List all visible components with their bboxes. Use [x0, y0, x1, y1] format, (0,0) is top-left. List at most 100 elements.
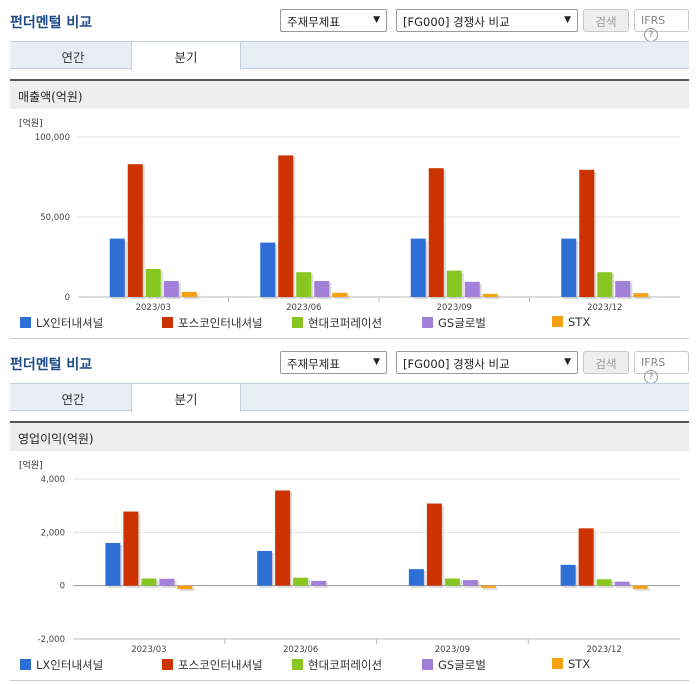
- bar-shadow: [179, 587, 195, 592]
- y-tick-label: 4,000: [41, 475, 65, 485]
- bar[interactable]: [159, 578, 175, 586]
- y-tick-label: 100,000: [35, 133, 70, 143]
- legend-item[interactable]: LX인터내셔널: [20, 657, 103, 673]
- bar[interactable]: [464, 281, 480, 297]
- bar[interactable]: [410, 238, 426, 297]
- bar[interactable]: [615, 281, 631, 297]
- peer-select[interactable]: [FG000] 경쟁사 비교 ▼: [396, 9, 578, 32]
- bar[interactable]: [296, 272, 312, 297]
- bar[interactable]: [632, 585, 648, 589]
- bar[interactable]: [123, 511, 139, 586]
- legend-item[interactable]: 포스코인터내셔널: [162, 315, 263, 331]
- search-button[interactable]: 검색: [583, 351, 629, 374]
- x-tick-label: 2023/03: [131, 645, 166, 655]
- question-circle-icon: ?: [644, 28, 658, 42]
- tab-quarterly[interactable]: 분기: [131, 384, 241, 412]
- legend-label: 포스코인터내셔널: [178, 658, 263, 672]
- bar[interactable]: [480, 585, 496, 588]
- y-tick-label: 0: [60, 582, 65, 592]
- peer-select-value: [FG000] 경쟁사 비교: [403, 357, 510, 371]
- bar[interactable]: [145, 269, 161, 297]
- bar[interactable]: [332, 292, 348, 297]
- x-tick-label: 2023/06: [286, 303, 321, 313]
- legend-swatch: [552, 658, 563, 669]
- bar[interactable]: [561, 238, 577, 297]
- legend-item[interactable]: GS글로벌: [422, 315, 486, 331]
- bar[interactable]: [163, 281, 179, 297]
- legend-swatch: [292, 659, 303, 670]
- panel-title: 펀더멘털 비교: [10, 15, 93, 31]
- bar[interactable]: [560, 564, 576, 586]
- chart-header: 매출액(억원): [10, 81, 689, 109]
- statement-select-value: 주재무제표: [287, 357, 340, 371]
- bar[interactable]: [633, 293, 649, 297]
- legend-swatch: [422, 659, 433, 670]
- revenue-chart: [억원] 0 50,000 100,000 2023/03 2023/06 2023/09 2…: [19, 117, 680, 313]
- tab-annual[interactable]: 연간: [61, 50, 85, 65]
- tab-quarterly[interactable]: 분기: [131, 42, 241, 70]
- legend-label: STX: [568, 315, 591, 329]
- legend-item[interactable]: GS글로벌: [422, 657, 486, 673]
- fundamental-panel-2: 펀더멘털 비교 주재무제표 ▼ [FG000] 경쟁사 비교 ▼ 검색 IFRS…: [0, 342, 696, 684]
- bar[interactable]: [446, 270, 462, 297]
- statement-select[interactable]: 주재무제표 ▼: [280, 9, 387, 32]
- bar[interactable]: [579, 169, 595, 297]
- search-button[interactable]: 검색: [583, 9, 629, 32]
- bar[interactable]: [278, 155, 294, 297]
- bar[interactable]: [408, 569, 424, 586]
- bar[interactable]: [260, 242, 276, 297]
- statement-select-value: 주재무제표: [287, 15, 340, 29]
- bar[interactable]: [257, 551, 273, 586]
- x-tick-label: 2023/09: [435, 645, 470, 655]
- bar-shadow: [484, 295, 500, 299]
- chevron-down-icon: ▼: [373, 15, 380, 25]
- legend-swatch: [422, 317, 433, 328]
- bar-shadow: [482, 587, 498, 590]
- legend-swatch: [552, 316, 563, 327]
- x-tick-label: 2023/12: [587, 303, 622, 313]
- legend-item[interactable]: LX인터내셔널: [20, 315, 103, 331]
- bar[interactable]: [596, 579, 612, 586]
- bar[interactable]: [482, 293, 498, 297]
- bar[interactable]: [293, 577, 309, 586]
- bar[interactable]: [177, 585, 193, 590]
- panel-header: 펀더멘털 비교 주재무제표 ▼ [FG000] 경쟁사 비교 ▼ 검색 IFRS…: [0, 0, 696, 42]
- bar[interactable]: [105, 543, 121, 586]
- legend-item[interactable]: 현대코퍼레이션: [292, 657, 382, 673]
- statement-select[interactable]: 주재무제표 ▼: [280, 351, 387, 374]
- legend-item[interactable]: 현대코퍼레이션: [292, 315, 382, 331]
- chart-header: 영업이익(억원): [10, 423, 689, 451]
- bar[interactable]: [181, 291, 197, 297]
- legend-swatch: [162, 659, 173, 670]
- tab-annual[interactable]: 연간: [61, 392, 85, 407]
- legend-item[interactable]: STX: [552, 657, 590, 671]
- legend-swatch: [162, 317, 173, 328]
- bar[interactable]: [109, 238, 125, 297]
- bar[interactable]: [127, 164, 143, 297]
- legend-label: 포스코인터내셔널: [178, 316, 263, 330]
- chevron-down-icon: ▼: [564, 357, 571, 367]
- bar[interactable]: [314, 281, 330, 297]
- operating-profit-chart: [억원] -2,000 0 2,000 4,000 2023/03 2023/06 2023/…: [19, 459, 680, 655]
- bar[interactable]: [428, 168, 444, 297]
- x-tick-label: 2023/12: [586, 645, 621, 655]
- bar[interactable]: [462, 580, 478, 586]
- bar[interactable]: [275, 490, 291, 586]
- ifrs-help-button[interactable]: IFRS?: [634, 9, 689, 42]
- y-tick-label: 2,000: [41, 528, 65, 538]
- question-circle-icon: ?: [644, 370, 658, 384]
- peer-select[interactable]: [FG000] 경쟁사 비교 ▼: [396, 351, 578, 374]
- bar[interactable]: [426, 503, 442, 586]
- bar[interactable]: [444, 578, 460, 586]
- bar[interactable]: [311, 580, 327, 586]
- bar[interactable]: [141, 578, 157, 586]
- bar[interactable]: [614, 581, 630, 586]
- legend-item[interactable]: STX: [552, 315, 590, 329]
- legend-item[interactable]: 포스코인터내셔널: [162, 657, 263, 673]
- bar[interactable]: [578, 528, 594, 586]
- y-tick-label: 0: [65, 293, 70, 303]
- ifrs-help-button[interactable]: IFRS?: [634, 351, 689, 384]
- chevron-down-icon: ▼: [373, 357, 380, 367]
- unit-label: [억원]: [19, 459, 43, 471]
- bar[interactable]: [597, 272, 613, 297]
